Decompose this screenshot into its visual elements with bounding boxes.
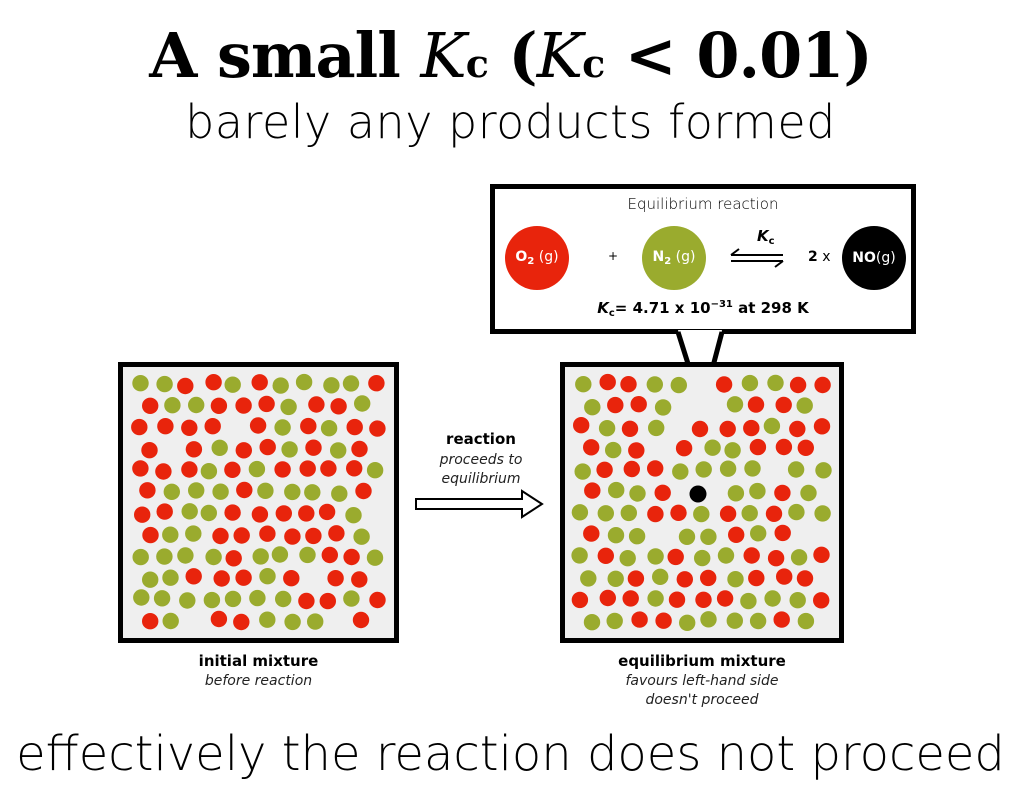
equilibrium-callout: Equilibrium reaction O2 (g) + N2 (g) Kc … xyxy=(490,184,916,334)
title-suffix: < 0.01) xyxy=(604,19,873,92)
page-title: A small Kc (Kc < 0.01) xyxy=(0,16,1021,104)
page-subtitle: barely any products formed xyxy=(185,95,836,149)
footer-caption: effectively the reaction does not procee… xyxy=(16,726,1005,782)
species-n2: N2 (g) xyxy=(642,226,706,290)
species-no: NO(g) xyxy=(842,226,906,290)
initial-mixture-box xyxy=(118,362,399,643)
initial-mixture-label: initial mixture xyxy=(198,652,319,670)
equilibrium-mixture-label: equilibrium mixture xyxy=(618,652,786,670)
kc-value: Kc= 4.71 x 10−31 at 298 K xyxy=(597,299,809,319)
initial-mixture-sublabel: before reaction xyxy=(204,673,313,689)
coefficient: 2 x xyxy=(808,249,831,265)
equilibrium-arrow-label: Kc xyxy=(757,227,775,247)
title-mid: ( xyxy=(487,19,537,92)
callout-title: Equilibrium reaction xyxy=(627,195,779,213)
equilibrium-mixture-box xyxy=(560,362,844,643)
equilibrium-mixture-sublabel-2: doesn't proceed xyxy=(645,692,759,708)
equilibrium-arrow-icon xyxy=(730,248,784,268)
reaction-label: reaction xyxy=(446,430,516,448)
plus-sign: + xyxy=(608,249,619,263)
equilibrium-mixture-sublabel-1: favours left-hand side xyxy=(625,673,779,689)
title-prefix: A small xyxy=(149,19,421,92)
species-o2: O2 (g) xyxy=(505,226,569,290)
reaction-sublabel-1: proceeds to xyxy=(439,452,523,468)
title-k-symbol: Kc xyxy=(420,19,488,92)
reaction-arrow-icon xyxy=(415,489,544,519)
title-k-symbol-2: Kc xyxy=(536,19,605,92)
reaction-sublabel-2: equilibrium xyxy=(441,471,521,487)
